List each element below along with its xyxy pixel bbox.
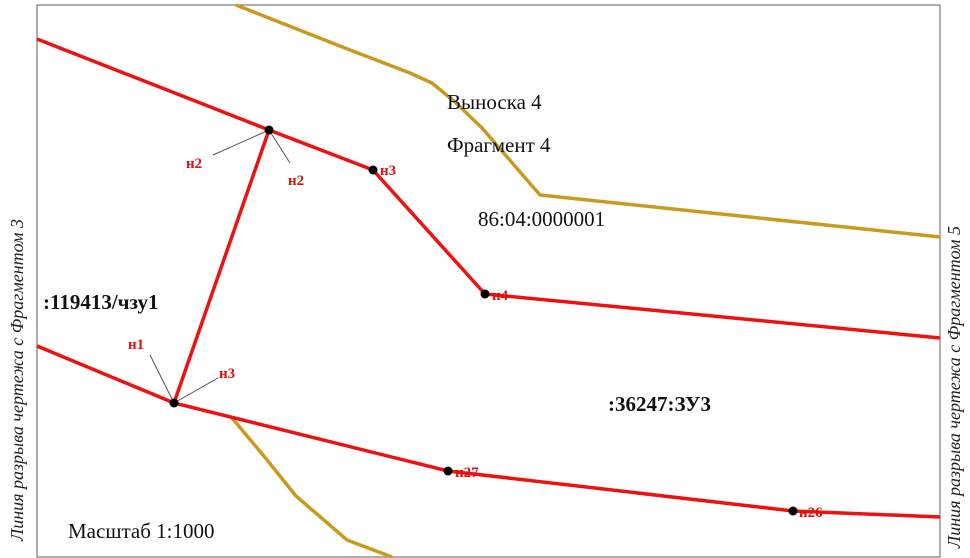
boundary-points [169, 125, 798, 516]
point-n3 [368, 165, 378, 175]
scale-label: Масштаб 1:1000 [68, 519, 215, 543]
label-n2-right: н2 [288, 173, 304, 189]
map-frame [36, 4, 941, 558]
label-n2-left: н2 [186, 156, 202, 172]
quarter-boundary-bottom [230, 416, 393, 558]
break-line-left-label: Линия разрыва чертежа с Фрагментом 3 [7, 219, 27, 542]
parcel-right-label: :36247:ЗУ3 [608, 392, 711, 416]
leader-n1 [149, 354, 175, 404]
leader-lines [149, 129, 291, 404]
label-n3-top: н3 [380, 163, 396, 179]
point-n27 [443, 466, 453, 476]
parcel-left-label: :119413/чзу1 [43, 290, 159, 314]
leader-n2-left [212, 129, 270, 156]
label-n26: н26 [799, 505, 823, 521]
cadastral-quarter-label: 86:04:0000001 [478, 207, 605, 231]
boundary-connector [172, 129, 271, 404]
point-n26 [788, 506, 798, 516]
label-n1: н1 [128, 337, 144, 353]
label-n27: н27 [455, 465, 479, 481]
leader-n3-left [173, 377, 219, 404]
callout-label: Выноска 4 [447, 90, 542, 114]
boundary-bottom [36, 344, 941, 519]
leader-n2-right [268, 129, 291, 164]
label-n4: н4 [492, 288, 509, 304]
point-n2 [264, 125, 274, 135]
label-n3-left: н3 [219, 366, 235, 382]
quarter-boundary-top [235, 3, 941, 239]
fragment-label: Фрагмент 4 [447, 133, 551, 157]
break-line-right-label: Линия разрыва чертежа с Фрагментом 5 [944, 226, 964, 549]
point-n1-n3 [169, 398, 179, 408]
point-n4 [480, 289, 490, 299]
